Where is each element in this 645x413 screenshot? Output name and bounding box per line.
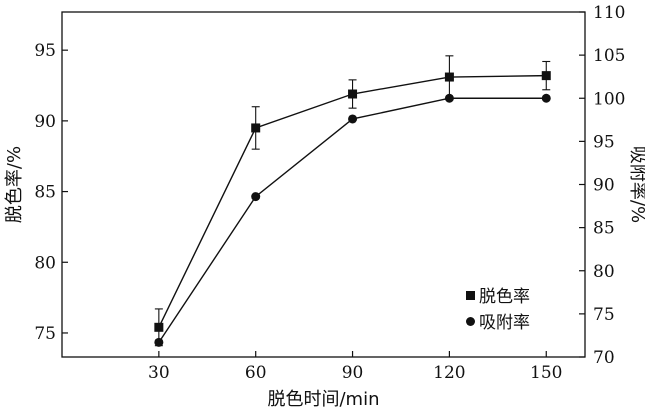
y-right-tick-label: 70 — [593, 348, 615, 368]
legend-marker-circle — [466, 317, 475, 326]
y-right-tick-label: 110 — [593, 3, 625, 23]
y-right-tick-label: 95 — [593, 132, 615, 152]
y-right-tick-label: 90 — [593, 176, 615, 196]
data-point-circle — [154, 337, 164, 347]
data-point-circle — [251, 192, 261, 202]
data-point-square — [251, 123, 261, 133]
data-point-circle — [444, 93, 454, 103]
y-axis-left-title: 脱色率/% — [4, 146, 25, 223]
x-tick-label: 120 — [433, 363, 465, 383]
y-left-tick-label: 85 — [34, 183, 56, 203]
legend-label-adsorption: 吸附率 — [479, 313, 530, 333]
x-tick-label: 30 — [148, 363, 170, 383]
x-tick-label: 90 — [342, 363, 364, 383]
y-right-tick-label: 105 — [593, 46, 625, 66]
y-right-tick-label: 80 — [593, 262, 615, 282]
y-right-tick-label: 85 — [593, 219, 615, 239]
y-left-tick-label: 80 — [34, 253, 56, 273]
data-point-circle — [348, 114, 358, 124]
data-point-circle — [541, 93, 551, 103]
ticks-layer: 30 60 90 120 150 75 80 85 90 95 70 75 80 85 90 95 100 105… — [34, 3, 625, 383]
series-layer — [154, 55, 551, 347]
legend-label-decolor: 脱色率 — [479, 287, 530, 307]
legend: 脱色率 吸附率 — [466, 287, 530, 333]
y-right-tick-label: 100 — [593, 89, 625, 109]
legend-marker-square — [466, 291, 475, 300]
data-point-square — [348, 89, 358, 99]
y-left-tick-label: 90 — [34, 112, 56, 132]
x-tick-label: 60 — [245, 363, 267, 383]
y-right-tick-label: 75 — [593, 305, 615, 325]
x-axis-title: 脱色时间/min — [267, 389, 379, 410]
data-point-square — [444, 72, 454, 82]
y-axis-right-title: 吸附率/% — [627, 146, 645, 223]
data-point-square — [154, 322, 164, 332]
y-left-tick-label: 95 — [34, 41, 56, 61]
x-tick-label: 150 — [530, 363, 562, 383]
data-point-square — [541, 71, 551, 81]
y-left-tick-label: 75 — [34, 324, 56, 344]
